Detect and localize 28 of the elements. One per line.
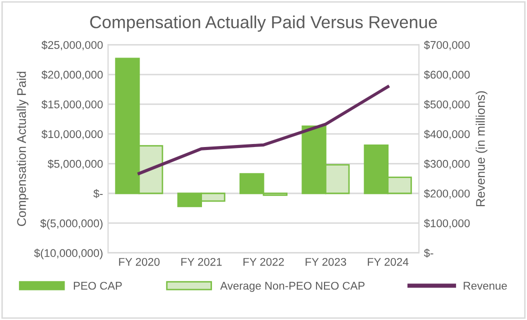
legend-label: Revenue [464, 282, 507, 290]
x-tick-label: FY 2020 [119, 258, 160, 266]
y2-tick-label: $600,000 [424, 70, 470, 80]
x-tick-label: FY 2022 [244, 258, 284, 266]
y-tick-label: $(5,000,000) [40, 218, 102, 230]
y-tick-label: $(10,000,000) [34, 248, 102, 260]
y-tick-label: $25,000,000 [42, 40, 103, 50]
y-tick-label: $5,000,000 [48, 159, 103, 170]
y-tick-label: $15,000,000 [42, 100, 103, 110]
x-tick-label: FY 2021 [181, 258, 222, 266]
chart-title: Compensation Actually Paid Versus Revenue [90, 16, 437, 32]
y2-tick-label: $400,000 [424, 130, 470, 140]
line-series [138, 85, 390, 175]
legend-label: Average Non-PEO NEO CAP [220, 282, 365, 292]
y2-axis-title: Revenue (in millions) [476, 91, 488, 206]
y2-tick-label: $500,000 [424, 100, 470, 110]
x-tick-label: FY 2023 [306, 258, 346, 266]
y2-tick-label: $700,000 [424, 40, 470, 50]
x-tick-label: FY 2024 [368, 258, 408, 266]
y2-tick-label: $300,000 [424, 159, 470, 170]
y-tick-label: $10,000,000 [42, 130, 103, 140]
legend-label: PEO CAP [74, 282, 122, 290]
y-axis-title: Compensation Actually Paid [16, 72, 28, 226]
y2-tick-label: $- [424, 248, 434, 258]
y-tick-label: $- [93, 189, 103, 198]
y-tick-label: $20,000,000 [42, 70, 103, 80]
y2-tick-label: $100,000 [424, 218, 470, 229]
y2-tick-label: $200,000 [424, 189, 470, 199]
